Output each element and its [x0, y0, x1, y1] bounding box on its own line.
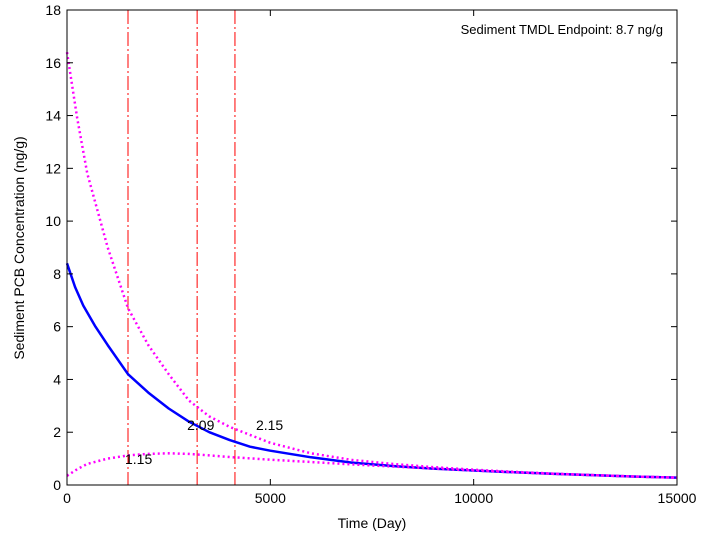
y-tick-label: 2	[53, 424, 61, 440]
y-tick-label: 10	[45, 213, 61, 229]
x-tick-label: 15000	[658, 490, 697, 506]
y-axis-ticks: 0 2 4 6 8 10 12 14 16 18	[45, 2, 677, 493]
series-line-3	[66, 452, 678, 479]
x-axis-label: Time (Day)	[338, 515, 407, 531]
y-axis-label: Sediment PCB Concentration (ng/g)	[11, 136, 27, 359]
series-layer	[65, 52, 678, 479]
y-tick-label: 14	[45, 108, 61, 124]
series-line-2	[65, 52, 678, 479]
y-tick-label: 18	[45, 2, 61, 18]
y-tick-label: 6	[53, 319, 61, 335]
vertical-markers	[127, 10, 236, 485]
plot-background	[67, 10, 677, 485]
vertical-marker-label: 1.15	[125, 451, 152, 467]
vertical-marker-label: 2.09	[187, 417, 214, 433]
plot-frame	[66, 9, 678, 486]
x-tick-label: 0	[63, 490, 71, 506]
y-tick-label: 4	[53, 371, 61, 387]
x-tick-label: 5000	[255, 490, 286, 506]
y-tick-label: 16	[45, 55, 61, 71]
tmdl-annotation: Sediment TMDL Endpoint: 8.7 ng/g	[461, 22, 663, 37]
x-axis-ticks: 0 5000 10000 15000	[63, 10, 697, 506]
y-tick-label: 8	[53, 266, 61, 282]
x-tick-label: 10000	[454, 490, 493, 506]
vertical-marker-labels: 1.15 2.09 2.15	[125, 417, 283, 467]
y-tick-label: 12	[45, 160, 61, 176]
vertical-marker-label: 2.15	[256, 417, 283, 433]
y-tick-label: 0	[53, 477, 61, 493]
